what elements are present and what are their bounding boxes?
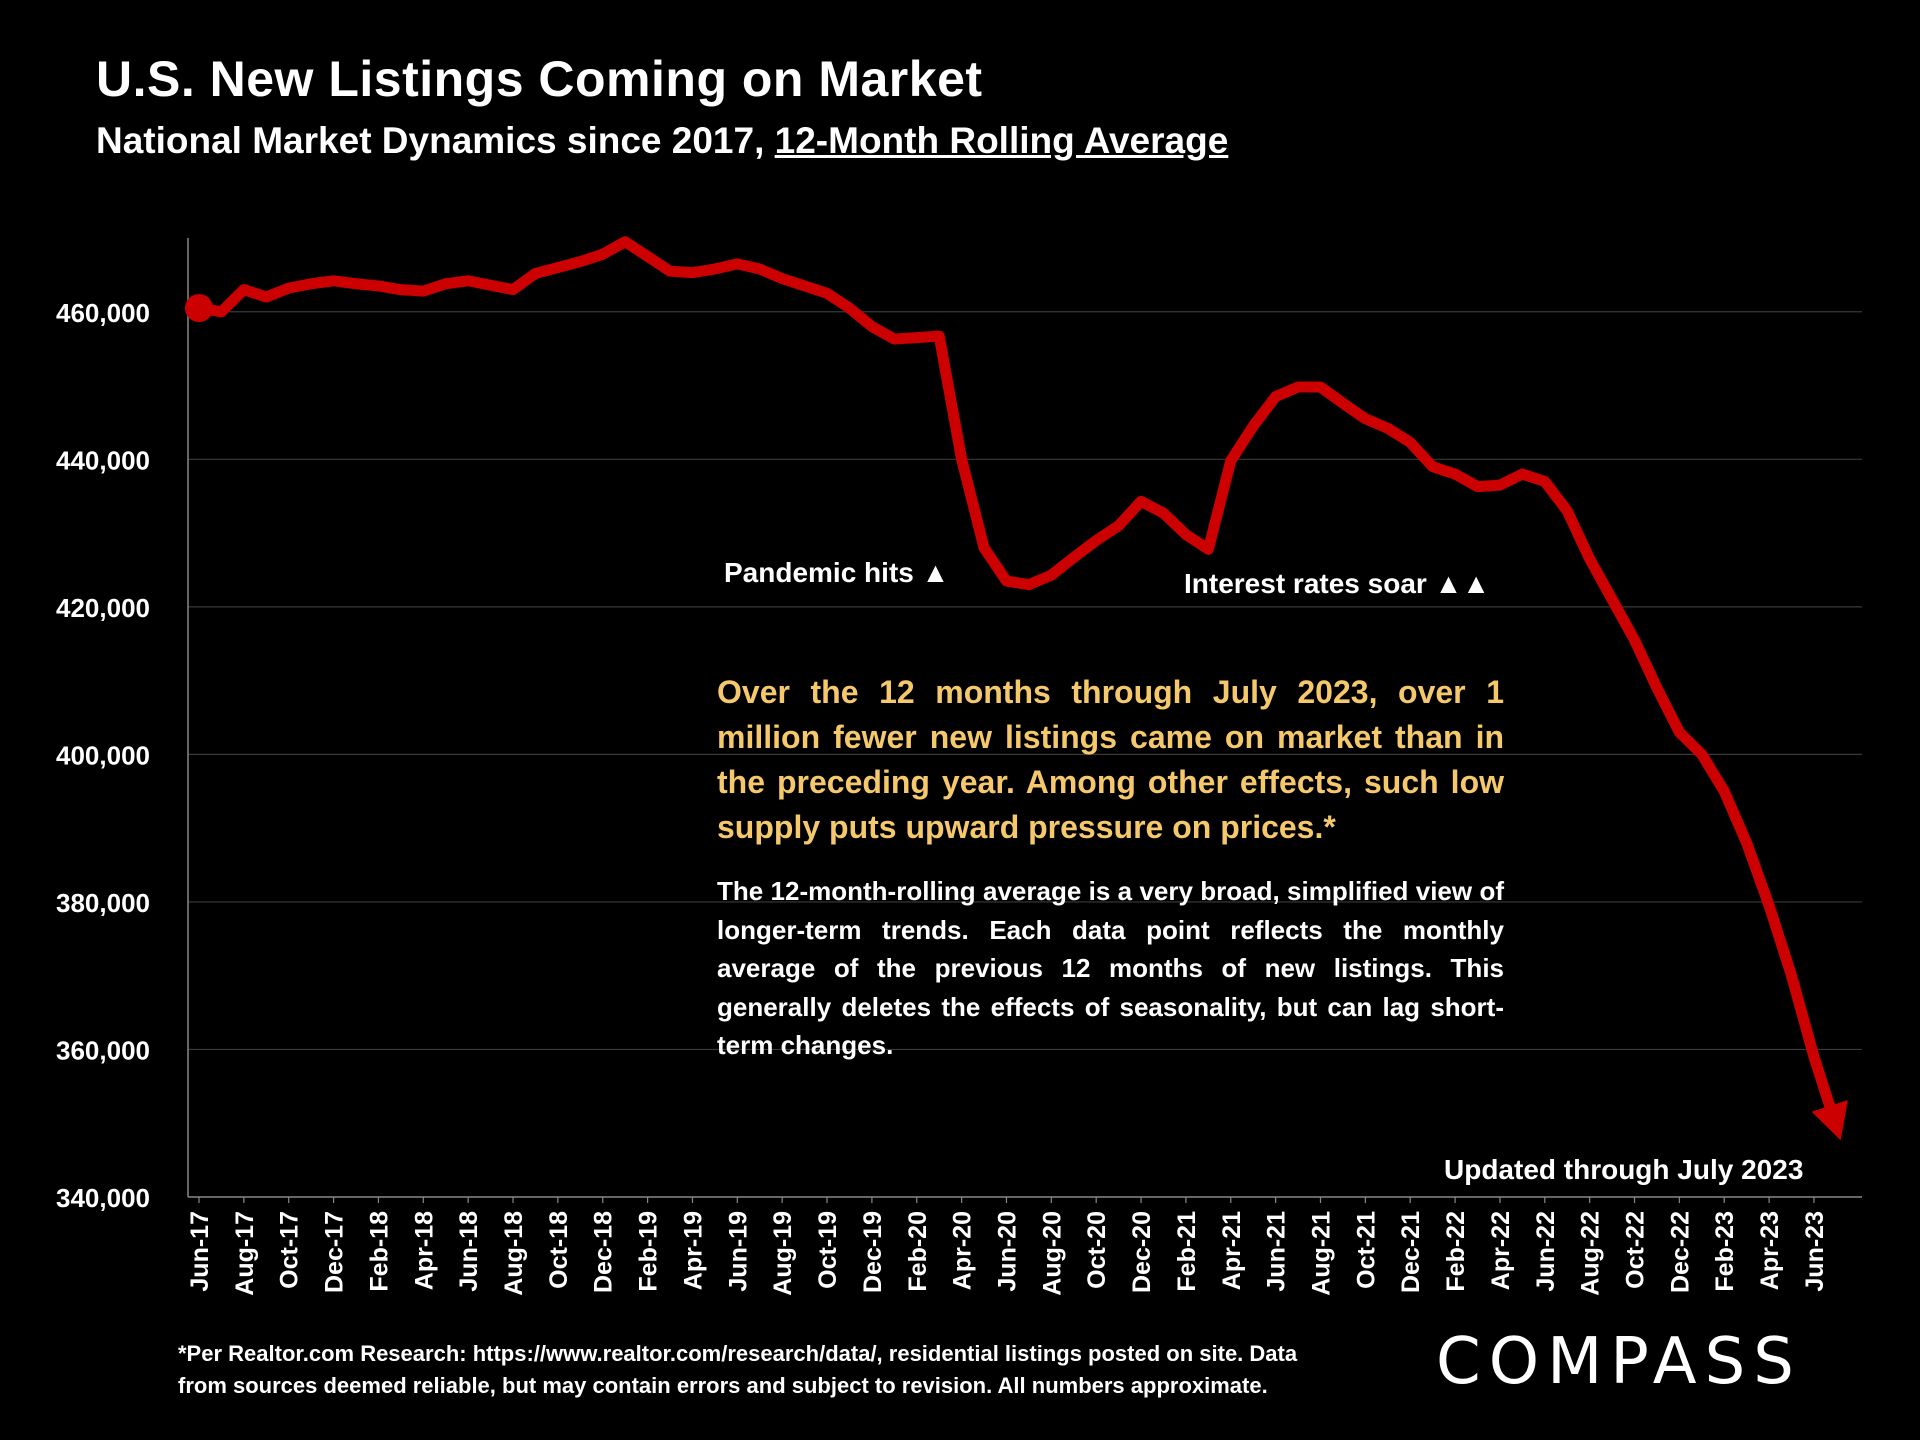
x-tick-label: Aug-17: [231, 1211, 259, 1296]
x-tick-label: Dec-17: [321, 1211, 349, 1293]
annotation-updated: Updated through July 2023: [1436, 1150, 1812, 1190]
compass-logo: COMPASS: [1436, 1325, 1802, 1399]
x-tick-label: Apr-19: [679, 1211, 707, 1290]
series-end-arrow: [1811, 1100, 1848, 1141]
footnote: *Per Realtor.com Research: https://www.r…: [178, 1338, 1418, 1402]
x-tick-label: Dec-21: [1397, 1211, 1425, 1293]
x-tick-label: Apr-22: [1487, 1211, 1515, 1290]
x-tick-label: Dec-20: [1128, 1211, 1156, 1293]
x-tick-label: Feb-23: [1711, 1211, 1739, 1292]
x-tick-label: Aug-22: [1577, 1211, 1605, 1296]
y-tick-label: 400,000: [56, 740, 150, 770]
x-tick-label: Aug-20: [1038, 1211, 1066, 1296]
x-tick-label: Jun-23: [1801, 1211, 1829, 1292]
chart-title: U.S. New Listings Coming on Market: [96, 51, 983, 107]
x-tick-label: Dec-22: [1666, 1211, 1694, 1293]
chart-subtitle: National Market Dynamics since 2017, 12-…: [96, 120, 1228, 162]
y-tick-label: 460,000: [56, 298, 150, 328]
x-tick-label: Dec-18: [590, 1211, 618, 1293]
x-tick-label: Dec-19: [859, 1211, 887, 1293]
x-tick-label: Oct-22: [1622, 1211, 1650, 1289]
series-start-marker: [185, 294, 213, 323]
x-tick-label: Aug-21: [1308, 1211, 1336, 1296]
y-tick-label: 360,000: [56, 1035, 150, 1065]
x-tick-label: Apr-20: [949, 1211, 977, 1290]
x-tick-label: Aug-18: [500, 1211, 528, 1296]
x-tick-label: Feb-22: [1442, 1211, 1470, 1292]
x-tick-label: Oct-20: [1083, 1211, 1111, 1289]
x-tick-label: Jun-22: [1532, 1211, 1560, 1292]
x-tick-label: Apr-21: [1218, 1211, 1246, 1290]
x-tick-label: Jun-20: [993, 1211, 1021, 1292]
x-tick-label: Apr-18: [410, 1211, 438, 1290]
x-tick-label: Oct-18: [545, 1211, 573, 1289]
subtitle-prefix: National Market Dynamics since 2017,: [96, 120, 775, 161]
x-tick-label: Feb-18: [365, 1211, 393, 1292]
x-tick-label: Feb-20: [904, 1211, 932, 1292]
x-tick-label: Jun-17: [186, 1211, 214, 1292]
series-layer: [185, 236, 1848, 1141]
y-tick-label: 340,000: [56, 1183, 150, 1213]
gridlines: [188, 311, 1862, 1051]
annotation-interest-rates: Interest rates soar ▲▲: [1162, 564, 1512, 604]
x-tick-label: Jun-18: [455, 1211, 483, 1292]
series-line: [193, 236, 1836, 1112]
footnote-line-2: from sources deemed reliable, but may co…: [178, 1373, 1268, 1398]
x-tick-label: Feb-21: [1173, 1211, 1201, 1292]
callout-body: The 12-month-rolling average is a very b…: [717, 876, 1504, 1060]
annotation-pandemic: Pandemic hits ▲: [702, 553, 972, 593]
x-tick-label: Aug-19: [769, 1211, 797, 1296]
y-tick-label: 440,000: [56, 445, 150, 475]
x-tick-label: Feb-19: [635, 1211, 663, 1292]
x-tick-label: Oct-19: [814, 1211, 842, 1289]
y-axis: 340,000 360,000 380,000 400,000 420,000 440,0…: [56, 238, 189, 1213]
x-tick-label: Jun-19: [724, 1211, 752, 1292]
callout-headline: Over the 12 months through July 2023, ov…: [717, 674, 1504, 845]
x-axis: Jun-17 Aug-17 Oct-17 Dec-17 Feb-18 Apr-18 Jun-…: [186, 1196, 1862, 1296]
x-tick-label: Apr-23: [1756, 1211, 1784, 1290]
y-tick-label: 380,000: [56, 888, 150, 918]
y-tick-label: 420,000: [56, 593, 150, 623]
x-tick-label: Oct-21: [1352, 1211, 1380, 1289]
x-tick-label: Jun-21: [1263, 1211, 1291, 1292]
subtitle-underlined: 12-Month Rolling Average: [774, 120, 1229, 161]
footnote-line-1: *Per Realtor.com Research: https://www.r…: [178, 1341, 1298, 1366]
x-tick-label: Oct-17: [276, 1211, 304, 1289]
